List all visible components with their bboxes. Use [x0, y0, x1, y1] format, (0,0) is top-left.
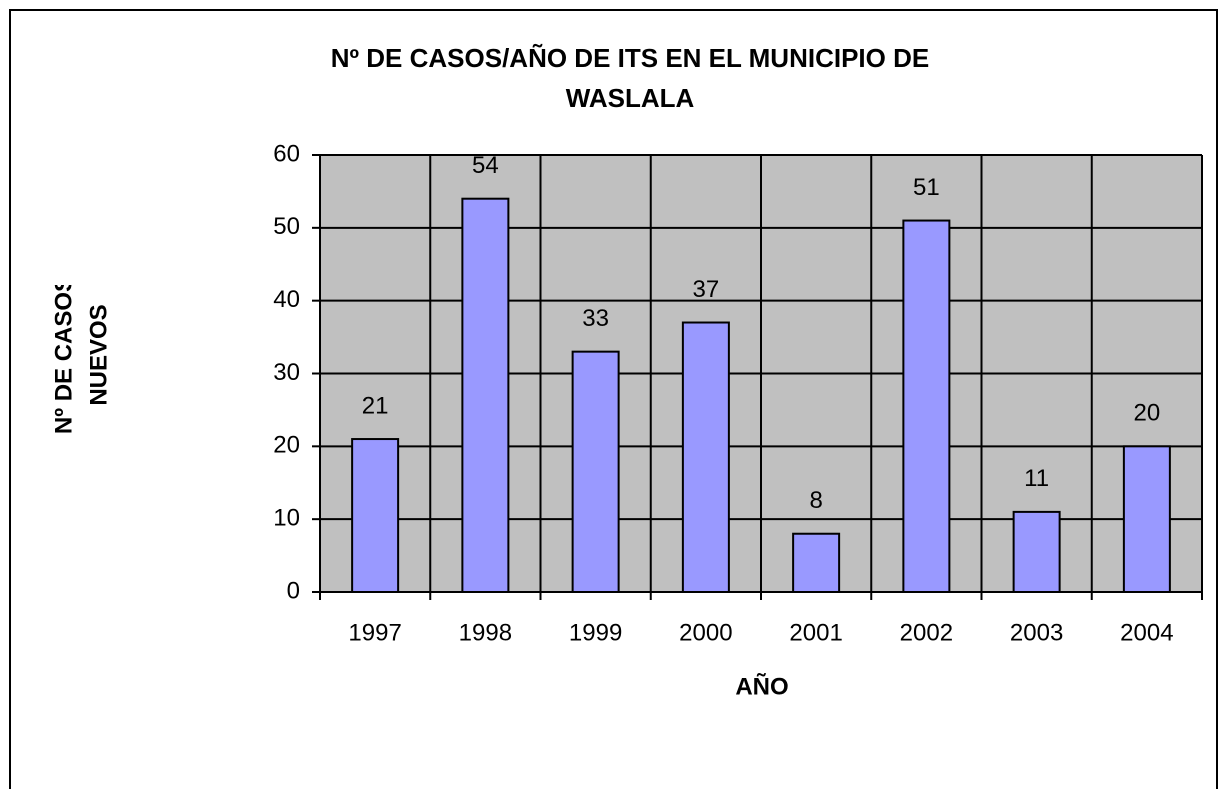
x-axis-label: AÑO — [735, 672, 788, 700]
bar — [681, 321, 730, 593]
data-label: 37 — [693, 276, 720, 303]
y-axis-label: Nº DE CASOS — [50, 276, 77, 434]
data-label: 20 — [1134, 400, 1161, 427]
x-tick-label: 1999 — [569, 619, 622, 646]
chart-title: WASLALA — [566, 83, 695, 113]
bar — [351, 438, 400, 593]
bar — [1012, 510, 1061, 593]
y-tick-label: 60 — [273, 140, 300, 167]
chart-title: Nº DE CASOS/AÑO DE ITS EN EL MUNICIPIO D… — [331, 43, 929, 73]
x-tick-label: 2001 — [789, 619, 842, 646]
bar — [571, 350, 620, 593]
bar — [792, 532, 841, 594]
y-tick-label: 20 — [273, 432, 300, 459]
y-axis-label-group: Nº DE CASOS — [50, 276, 77, 434]
x-tick-label: 1998 — [459, 619, 512, 646]
chart-frame — [9, 9, 1218, 789]
data-label: 8 — [809, 487, 822, 514]
bar — [1122, 445, 1171, 594]
x-tick-label: 2000 — [679, 619, 732, 646]
y-tick-label: 40 — [273, 286, 300, 313]
y-tick-label: 30 — [273, 359, 300, 386]
data-label: 11 — [1024, 465, 1049, 492]
y-tick-label: 50 — [273, 213, 300, 240]
x-tick-label: 2002 — [900, 619, 953, 646]
bar — [902, 219, 951, 594]
x-tick-label: 2004 — [1120, 619, 1173, 646]
data-label: 54 — [472, 152, 499, 179]
y-axis-label: NUEVOS — [85, 304, 112, 405]
y-tick-label: 10 — [273, 505, 300, 532]
data-label: 33 — [582, 305, 609, 332]
y-tick-label: 0 — [287, 577, 300, 604]
bar — [461, 197, 510, 593]
x-tick-label: 2003 — [1010, 619, 1063, 646]
data-label: 21 — [362, 392, 389, 419]
x-tick-label: 1997 — [348, 619, 401, 646]
data-label: 51 — [913, 174, 940, 201]
